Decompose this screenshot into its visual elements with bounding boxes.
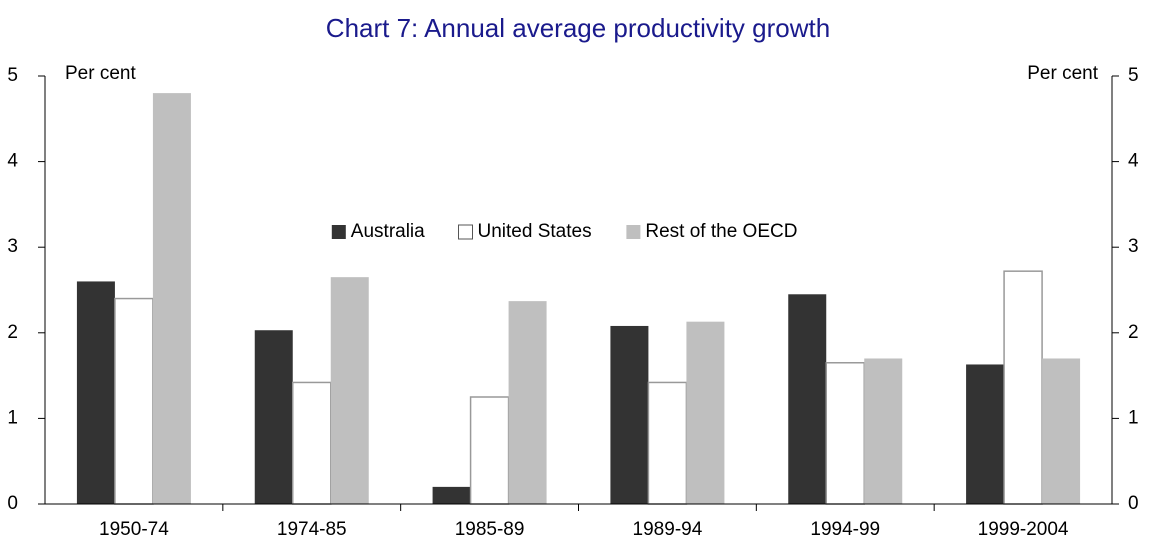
bar: [432, 486, 471, 504]
y2-tick-label: 3: [1128, 236, 1139, 257]
bar: [469, 396, 510, 505]
bar: [508, 301, 547, 504]
bar: [647, 381, 688, 505]
bar: [76, 281, 115, 504]
bar: [966, 364, 1005, 504]
bar: [610, 325, 649, 504]
bar: [788, 294, 827, 504]
y-tick-label: 3: [7, 236, 18, 257]
legend-swatch: [626, 225, 641, 239]
bar: [330, 277, 369, 504]
bar: [254, 330, 293, 504]
legend-swatch: [458, 224, 473, 240]
bar: [864, 358, 903, 504]
bar: [686, 321, 725, 504]
x-tick-label: 1974-85: [277, 519, 347, 540]
y-tick-label: 1: [7, 407, 18, 428]
bar: [152, 93, 191, 505]
y-tick-label: 5: [7, 65, 18, 86]
x-tick-label: 1989-94: [633, 519, 703, 540]
legend-label: United States: [478, 221, 592, 242]
bar: [1003, 270, 1043, 505]
bar: [292, 381, 332, 505]
y-tick-label: 0: [7, 493, 18, 514]
bar: [825, 362, 865, 505]
x-tick-label: 1994-99: [810, 519, 880, 540]
y-axis-label: Per cent: [65, 63, 136, 84]
legend-label: Australia: [351, 221, 425, 242]
y2-tick-label: 4: [1128, 151, 1139, 172]
bar: [114, 297, 154, 505]
chart-title: Chart 7: Annual average productivity gro…: [326, 13, 830, 43]
x-tick-label: 1999-2004: [978, 519, 1069, 540]
y-tick-label: 4: [7, 151, 18, 172]
x-tick-label: 1950-74: [99, 519, 169, 540]
y-tick-label: 2: [7, 322, 18, 343]
legend-swatch: [331, 225, 346, 239]
y2-tick-label: 0: [1128, 493, 1139, 514]
y2-tick-label: 1: [1128, 407, 1139, 428]
y2-tick-label: 5: [1128, 65, 1139, 86]
y2-tick-label: 2: [1128, 322, 1139, 343]
x-tick-label: 1985-89: [455, 519, 525, 540]
bar: [1042, 358, 1081, 504]
y2-axis-label: Per cent: [1027, 63, 1098, 84]
legend-label: Rest of the OECD: [645, 221, 797, 242]
